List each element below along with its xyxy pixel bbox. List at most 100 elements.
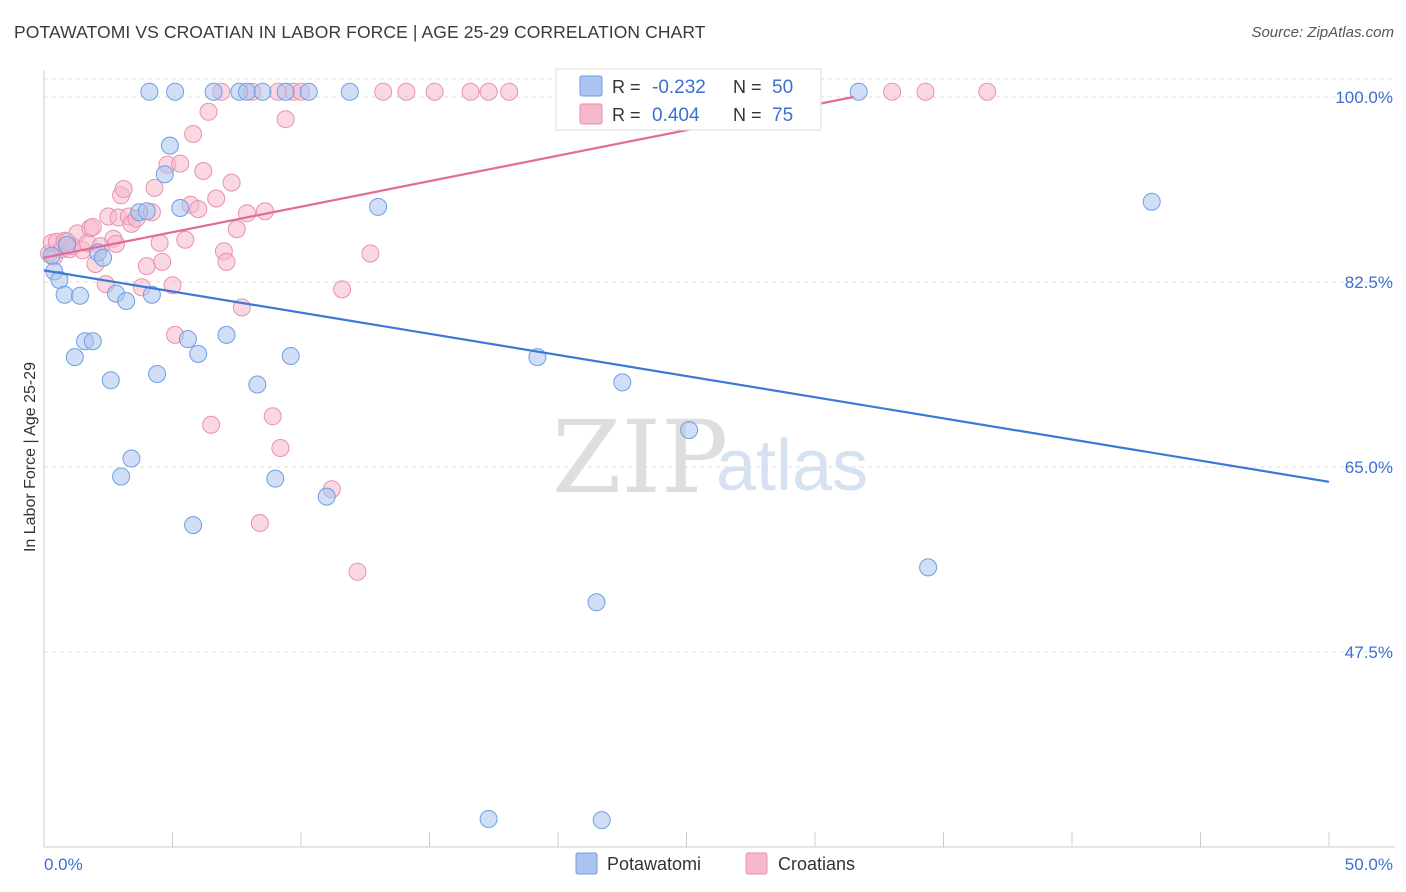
point-potawatomi-16 [137,202,156,221]
point-croatians-39 [199,102,218,121]
bottom-legend-swatch-croatians [745,852,768,875]
point-croatians-62 [425,82,444,101]
point-potawatomi-28 [217,325,236,344]
y-tick-label-0: 47.5% [1345,643,1393,662]
x-tick-label-max: 50.0% [1345,855,1393,874]
legend-box: R = -0.232 N = 50 R = 0.404 N = 75 [555,68,822,131]
point-croatians-68 [883,82,902,101]
point-potawatomi-9 [94,248,113,267]
source-credit: Source: ZipAtlas.com [1251,24,1394,41]
point-croatians-51 [263,407,282,426]
point-potawatomi-33 [266,469,285,488]
point-croatians-20 [114,180,133,198]
legend-swatch-potawatomi [579,75,603,97]
legend-n-value-potawatomi: 50 [772,77,793,98]
point-croatians-27 [145,178,164,197]
x-axis-ticks [43,832,1330,847]
point-croatians-61 [397,82,416,101]
point-potawatomi-4 [65,348,84,367]
point-croatians-49 [250,514,269,532]
y-tick-label-3: 100.0% [1335,88,1393,107]
gridlines [44,78,1395,653]
point-croatians-52 [271,439,290,457]
point-potawatomi-37 [317,487,336,506]
point-potawatomi-34 [276,82,295,101]
point-potawatomi-47 [919,558,938,577]
point-potawatomi-46 [849,82,868,101]
point-potawatomi-35 [281,347,300,365]
point-potawatomi-23 [171,199,190,217]
chart-title: POTAWATOMI VS CROATIAN IN LABOR FORCE | … [14,22,706,42]
point-croatians-33 [171,154,190,173]
x-tick-label-min: 0.0% [44,855,83,874]
point-potawatomi-14 [122,449,141,468]
point-croatians-38 [194,162,213,180]
y-tick-labels: 47.5% 65.0% 82.5% 100.0% [1335,88,1393,662]
point-croatians-57 [333,280,352,299]
legend-n-value-croatians: 75 [772,105,793,126]
legend-n-label-croatians: N = [733,105,762,125]
point-croatians-44 [222,173,241,192]
bottom-legend-label-potawatomi: Potawatomi [607,854,701,874]
point-potawatomi-20 [155,165,174,184]
point-potawatomi-18 [142,285,161,304]
point-potawatomi-25 [184,516,203,535]
point-croatians-45 [227,220,246,239]
point-potawatomi-36 [299,82,318,101]
point-potawatomi-5 [71,286,89,305]
point-potawatomi-17 [140,82,159,101]
point-potawatomi-24 [178,330,197,349]
point-potawatomi-10 [101,371,120,390]
point-potawatomi-27 [204,82,223,101]
legend-r-value-croatians: 0.404 [652,105,700,126]
point-potawatomi-7 [83,332,102,351]
point-croatians-60 [374,82,393,101]
point-croatians-59 [361,244,380,263]
point-croatians-34 [176,230,195,249]
legend-r-label-potawatomi: R = [612,77,641,97]
point-croatians-70 [978,82,997,101]
point-potawatomi-30 [238,82,256,101]
watermark-atlas: atlas [716,426,868,506]
point-potawatomi-31 [248,375,267,394]
bottom-legend-swatch-potawatomi [575,852,598,875]
series-croatians-points [40,82,997,581]
point-potawatomi-39 [369,197,388,216]
point-croatians-58 [348,562,367,581]
point-potawatomi-3 [55,285,74,304]
point-potawatomi-48 [1142,192,1161,211]
trend-line-potawatomi [43,269,1330,483]
point-croatians-50 [256,202,274,221]
point-potawatomi-42 [587,593,606,612]
point-croatians-64 [479,82,498,101]
legend-r-label-croatians: R = [612,105,641,125]
point-croatians-12 [83,218,102,236]
point-potawatomi-26 [189,344,208,363]
point-croatians-43 [217,252,236,271]
point-potawatomi-38 [340,82,359,101]
point-potawatomi-22 [166,82,185,101]
point-croatians-65 [500,82,519,101]
legend-n-label-potawatomi: N = [733,77,762,97]
bottom-legend: Potawatomi Croatians [575,852,855,875]
point-croatians-25 [137,257,156,276]
point-croatians-29 [153,252,172,271]
point-potawatomi-12 [112,467,131,486]
point-croatians-31 [163,276,182,295]
point-potawatomi-45 [680,421,699,439]
point-croatians-41 [207,189,226,208]
point-potawatomi-19 [148,365,167,383]
point-potawatomi-13 [117,292,136,310]
watermark-zip: ZIP [552,399,728,516]
y-tick-label-2: 82.5% [1345,273,1393,292]
point-croatians-37 [189,200,208,219]
bottom-legend-label-croatians: Croatians [778,854,855,874]
point-potawatomi-32 [253,82,272,101]
y-axis-label: In Labor Force | Age 25-29 [22,362,39,552]
point-croatians-69 [916,82,935,101]
point-potawatomi-40 [479,810,498,828]
point-croatians-63 [461,82,480,101]
y-tick-label-1: 65.0% [1345,458,1393,477]
point-potawatomi-43 [592,811,611,830]
